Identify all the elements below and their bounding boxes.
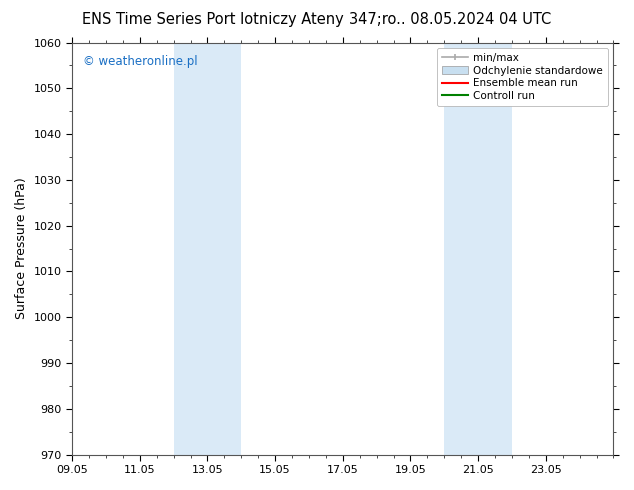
Text: © weatheronline.pl: © weatheronline.pl	[83, 55, 198, 68]
Bar	[444, 43, 512, 455]
Bar	[174, 43, 242, 455]
Legend: min/max, Odchylenie standardowe, Ensemble mean run, Controll run: min/max, Odchylenie standardowe, Ensembl…	[437, 48, 608, 106]
Text: ENS Time Series Port lotniczy Ateny: ENS Time Series Port lotniczy Ateny	[82, 12, 344, 27]
Y-axis label: Surface Pressure (hPa): Surface Pressure (hPa)	[15, 178, 28, 319]
Text: 347;ro.. 08.05.2024 04 UTC: 347;ro.. 08.05.2024 04 UTC	[349, 12, 552, 27]
